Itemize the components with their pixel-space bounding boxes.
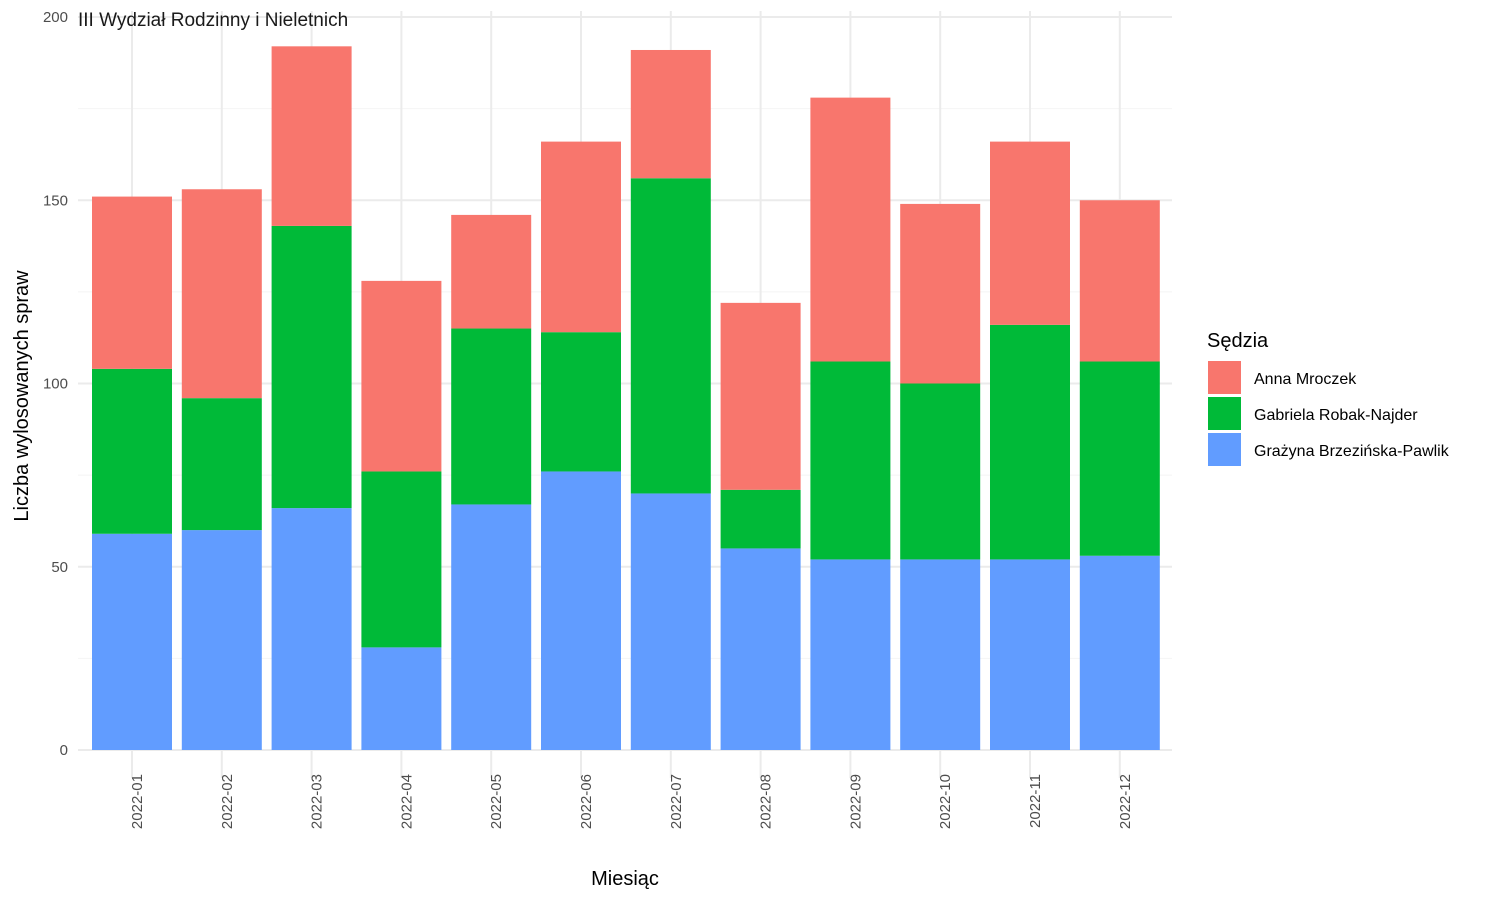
x-tick-label: 2022-11 [1027, 774, 1044, 828]
legend-items: Anna Mroczek Gabriela Robak-Najder Grażyna… [1208, 361, 1450, 466]
legend-label: Anna Mroczek [1254, 371, 1357, 388]
bar-segment [451, 214, 532, 329]
bar-segment [271, 225, 352, 509]
bar-segment [630, 493, 711, 750]
x-tick-label: 2022-04 [398, 774, 415, 829]
y-tick-label: 200 [43, 9, 68, 26]
bar-segment [271, 46, 352, 226]
bar-segment [361, 647, 442, 750]
x-tick-label: 2022-03 [309, 774, 326, 829]
bar-segment [1079, 200, 1160, 362]
bar-segment [990, 324, 1070, 560]
bar-segment [810, 361, 891, 560]
legend-title: Sędzia [1207, 330, 1269, 352]
y-tick-label: 100 [43, 376, 68, 393]
legend: Sędzia Anna Mroczek Gabriela Robak-Najder… [1207, 330, 1450, 466]
x-tick-label: 2022-08 [758, 774, 775, 829]
bar-segment [720, 302, 801, 490]
bar-segment [990, 559, 1070, 750]
bar-segment [92, 196, 172, 369]
x-tick-label: 2022-09 [847, 774, 864, 829]
bar-segment [541, 471, 621, 750]
y-axis-ticks: 0 50 100 150 200 [43, 9, 68, 759]
bar-segment [900, 559, 981, 750]
bar-segment [990, 141, 1070, 325]
x-tick-label: 2022-12 [1117, 774, 1134, 829]
x-tick-label: 2022-02 [219, 774, 236, 829]
bar-segment [720, 548, 801, 750]
chart-title: III Wydział Rodzinny i Nieletnich [78, 10, 348, 31]
bar-segment [1079, 361, 1160, 556]
legend-swatch [1208, 361, 1241, 394]
bar-segment [271, 508, 352, 750]
bar-segment [181, 530, 262, 750]
bar-segment [630, 49, 711, 179]
legend-swatch [1208, 397, 1241, 430]
legend-label: Gabriela Robak-Najder [1254, 407, 1418, 424]
x-tick-label: 2022-06 [578, 774, 595, 829]
y-tick-label: 150 [43, 192, 68, 209]
x-axis-ticks: 2022-01 2022-02 2022-03 2022-04 2022-05 2022-… [129, 774, 1134, 829]
bars [92, 46, 1160, 750]
y-tick-label: 50 [51, 559, 68, 576]
bar-segment [541, 332, 621, 472]
x-tick-label: 2022-05 [488, 774, 505, 829]
y-tick-label: 0 [60, 742, 68, 759]
bar-segment [181, 189, 262, 399]
bar-segment [92, 368, 172, 534]
x-tick-label: 2022-10 [937, 774, 954, 829]
bar-segment [541, 141, 621, 333]
bar-segment [810, 559, 891, 750]
bar-segment [92, 533, 172, 750]
bar-segment [810, 97, 891, 362]
x-axis-title: Miesiąc [591, 868, 659, 890]
bar-segment [630, 178, 711, 494]
x-tick-label: 2022-01 [129, 774, 146, 829]
bar-segment [1079, 555, 1160, 750]
bar-segment [361, 471, 442, 648]
bar-segment [451, 328, 532, 505]
bar-segment [900, 383, 981, 560]
x-tick-label: 2022-07 [668, 774, 685, 829]
bar-segment [451, 504, 532, 750]
bar-segment [900, 203, 981, 384]
bar-segment [361, 280, 442, 472]
bar-segment [720, 489, 801, 549]
legend-swatch [1208, 433, 1241, 466]
bar-segment [181, 398, 262, 531]
y-axis-title: Liczba wylosowanych spraw [11, 270, 33, 522]
legend-label: Grażyna Brzezińska-Pawlik [1254, 443, 1450, 460]
